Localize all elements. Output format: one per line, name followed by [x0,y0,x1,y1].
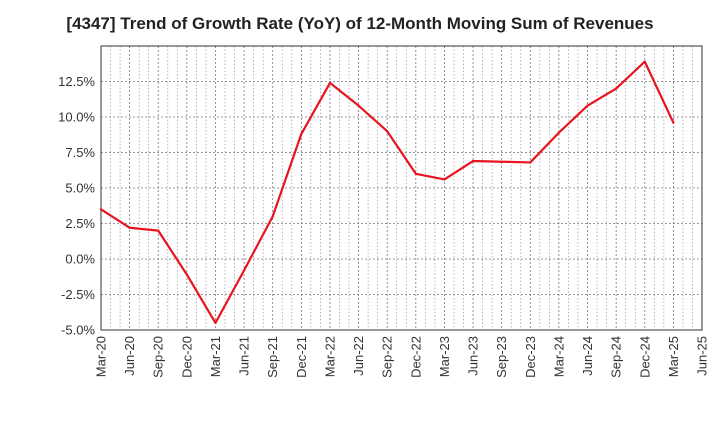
data-point [615,87,618,90]
data-point [414,172,417,175]
x-tick-label: Jun-25 [695,336,710,376]
data-point [157,229,160,232]
data-point [328,81,332,85]
plot-frame [100,45,703,331]
x-tick-label: Mar-20 [94,336,109,377]
data-point [271,215,274,218]
x-tick-label: Dec-21 [294,336,309,378]
data-point [185,273,188,276]
data-point [672,121,675,124]
data-point [300,132,303,136]
x-tick-label: Jun-22 [351,336,366,376]
data-point [443,178,446,181]
x-tick-label: Mar-22 [322,336,337,377]
axis-layer [100,45,703,331]
data-point [99,208,103,211]
label-layer: -5.0% -2.5% 0.0% 2.5% 5.0% 7.5% 10.0% 12.5% Mar-… [58,74,709,378]
x-tick-label: Jun-23 [466,336,481,376]
chart-title: [4347] Trend of Growth Rate (YoY) of 12-… [66,14,654,33]
y-tick-label: 0.0% [65,252,95,267]
x-tick-label: Sep-21 [265,336,280,378]
y-tick-label: 12.5% [58,74,95,89]
series-layer [99,60,675,324]
y-tick-label: 2.5% [65,216,95,231]
y-tick-label: -5.0% [61,323,95,338]
x-tick-label: Mar-25 [666,336,681,377]
data-point [357,104,360,107]
x-tick-label: Jun-21 [237,336,252,376]
y-tick-label: 10.0% [58,110,95,125]
x-tick-label: Dec-24 [637,336,652,378]
data-point [586,104,589,107]
grid-layer [101,46,702,331]
y-tick-label: -2.5% [61,287,95,302]
data-point [471,159,475,163]
data-point [529,161,532,164]
x-tick-label: Dec-23 [523,336,538,378]
x-tick-label: Jun-20 [122,336,137,376]
data-point [214,321,217,324]
data-point [128,226,131,229]
x-tick-label: Sep-20 [151,336,166,378]
x-tick-label: Jun-24 [580,336,595,376]
data-point [557,131,561,134]
y-tick-label: 7.5% [65,145,95,160]
x-tick-label: Sep-24 [609,336,624,378]
x-tick-label: Dec-20 [179,336,194,378]
data-point [643,60,646,63]
x-tick-label: Sep-23 [494,336,509,378]
x-tick-label: Dec-22 [408,336,423,378]
x-tick-label: Mar-24 [551,336,566,377]
x-tick-label: Sep-22 [380,336,395,378]
y-tick-label: 5.0% [65,181,95,196]
x-tick-label: Mar-23 [437,336,452,377]
x-tick-label: Mar-21 [208,336,223,377]
data-point [386,130,389,133]
data-point [242,269,246,272]
data-point [500,160,503,163]
